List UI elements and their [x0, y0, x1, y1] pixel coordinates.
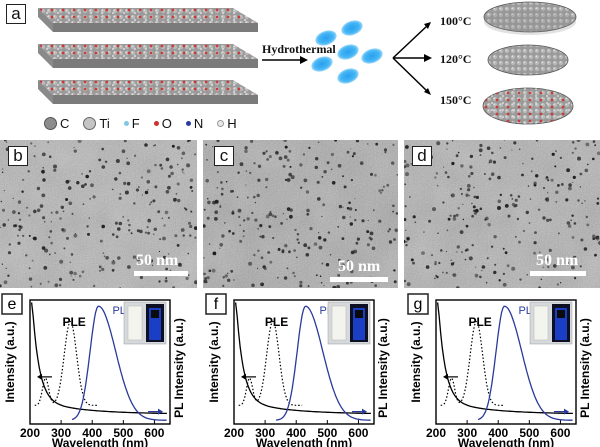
- hydrogen-atom-icon: [217, 120, 225, 127]
- panel-label-box: [205, 293, 227, 315]
- x-tick-label: 600: [144, 426, 164, 440]
- legend-label-ti: Ti: [99, 116, 110, 131]
- x-tick-label: 400: [286, 426, 306, 440]
- nitrogen-atom-icon: [185, 121, 191, 126]
- panel-d-label: d: [412, 146, 432, 166]
- x-tick-label: 300: [51, 426, 71, 440]
- ple-label: PLE: [468, 315, 491, 329]
- legend-item-f: F: [123, 116, 140, 131]
- atom-legend: C Ti F O N H: [44, 116, 237, 131]
- scale-label-d: 50 nm: [536, 252, 579, 269]
- x-tick-label: 200: [224, 426, 244, 440]
- legend-label-h: H: [227, 116, 237, 131]
- x-tick-label: 300: [457, 426, 477, 440]
- absorbance-curve: [436, 302, 573, 415]
- quantum-dots: [311, 20, 383, 84]
- pl-curve: [477, 305, 573, 421]
- pl-curve: [275, 305, 371, 421]
- scale-label-c: 50 nm: [338, 258, 381, 275]
- pl-label: PL: [518, 305, 531, 317]
- hydrothermal-label: Hydrothermal: [262, 42, 336, 56]
- x-tick-label: 600: [550, 426, 570, 440]
- pl-curve: [71, 305, 167, 421]
- panel-label: e: [8, 296, 17, 313]
- x-axis-title: Wavelength (nm): [256, 436, 352, 447]
- temp-150-label: 150°C: [440, 93, 472, 107]
- panel-a-label: a: [6, 4, 26, 24]
- panel-c-label: c: [214, 146, 234, 166]
- temp-100-label: 100°C: [440, 14, 472, 28]
- vial-daylight-icon: [533, 305, 549, 341]
- x-tick-label: 200: [426, 426, 446, 440]
- legend-item-h: H: [217, 116, 237, 131]
- legend-item-c: C: [44, 116, 69, 131]
- legend-label-f: F: [131, 116, 140, 131]
- spectrum-plot-g: 200 300 400 500 600 PLE PL Intensity (a.u.) PL I…: [407, 292, 598, 447]
- tem-image-b: [0, 140, 197, 288]
- y-axis-title-right: PL Intensity (a.u.): [172, 318, 186, 418]
- tem-image-c: [203, 140, 398, 288]
- titanium-atom-icon: [83, 117, 97, 130]
- mxene-layers: [38, 8, 258, 104]
- legend-label-o: O: [161, 116, 172, 131]
- panel-label-box: [1, 293, 23, 315]
- scale-bar-d: [530, 271, 586, 276]
- carbon-atom-icon: [44, 117, 57, 130]
- plot-frame: [435, 299, 577, 425]
- oxygen-atom-icon: [153, 121, 159, 126]
- absorbance-curve: [30, 302, 167, 415]
- scale-bar-c: [330, 277, 388, 282]
- x-tick-label: 500: [519, 426, 539, 440]
- y-axis-title-left: Intensity (a.u.): [3, 321, 17, 402]
- y-axis-title-right: PL Intensity (a.u.): [376, 318, 390, 418]
- plot-frame: [233, 299, 375, 425]
- x-axis-title: Wavelength (nm): [52, 436, 148, 447]
- y-axis-title-right: PL Intensity (a.u.): [578, 318, 592, 418]
- x-tick-label: 400: [82, 426, 102, 440]
- panel-label: g: [414, 296, 423, 313]
- tem-image-d: [404, 140, 600, 288]
- ple-label: PLE: [265, 315, 288, 329]
- panel-label-box: [407, 293, 429, 315]
- legend-item-ti: Ti: [83, 116, 110, 131]
- y-axis-title-left: Intensity (a.u.): [409, 321, 423, 402]
- scale-bar-b: [134, 271, 188, 276]
- fluorine-atom-icon: [123, 121, 129, 126]
- panel-label: f: [214, 296, 219, 313]
- scale-label-b: 50 nm: [136, 252, 179, 269]
- ple-label: PLE: [62, 315, 85, 329]
- x-tick-label: 600: [348, 426, 368, 440]
- x-tick-label: 500: [317, 426, 337, 440]
- spectrum-plot-f: 200 300 400 500 600 PLE PL Intensity (a.u.) PL I…: [205, 292, 396, 447]
- pl-label: PL: [112, 305, 125, 317]
- legend-item-n: N: [185, 116, 204, 131]
- x-axis-title: Wavelength (nm): [458, 436, 554, 447]
- absorbance-curve: [234, 302, 371, 415]
- x-tick-label: 400: [488, 426, 508, 440]
- legend-item-o: O: [153, 116, 172, 131]
- panel-b-label: b: [8, 146, 28, 166]
- x-tick-label: 500: [113, 426, 133, 440]
- x-tick-label: 300: [255, 426, 275, 440]
- panel-a-schematic: [38, 1, 577, 125]
- legend-label-c: C: [60, 116, 70, 131]
- y-axis-title-left: Intensity (a.u.): [207, 321, 221, 402]
- temperature-arrows: [392, 24, 429, 93]
- x-tick-label: 200: [20, 426, 40, 440]
- spectrum-plot-e: 200 300 400 500 600 PLE PL Intensity (a.u.) PL I…: [1, 292, 192, 447]
- plot-frame: [29, 299, 171, 425]
- vial-daylight-icon: [331, 305, 347, 341]
- product-disks: [482, 1, 577, 125]
- legend-label-n: N: [193, 116, 204, 131]
- ple-curve: [238, 320, 303, 406]
- temp-120-label: 120°C: [440, 52, 472, 66]
- vial-daylight-icon: [127, 305, 143, 341]
